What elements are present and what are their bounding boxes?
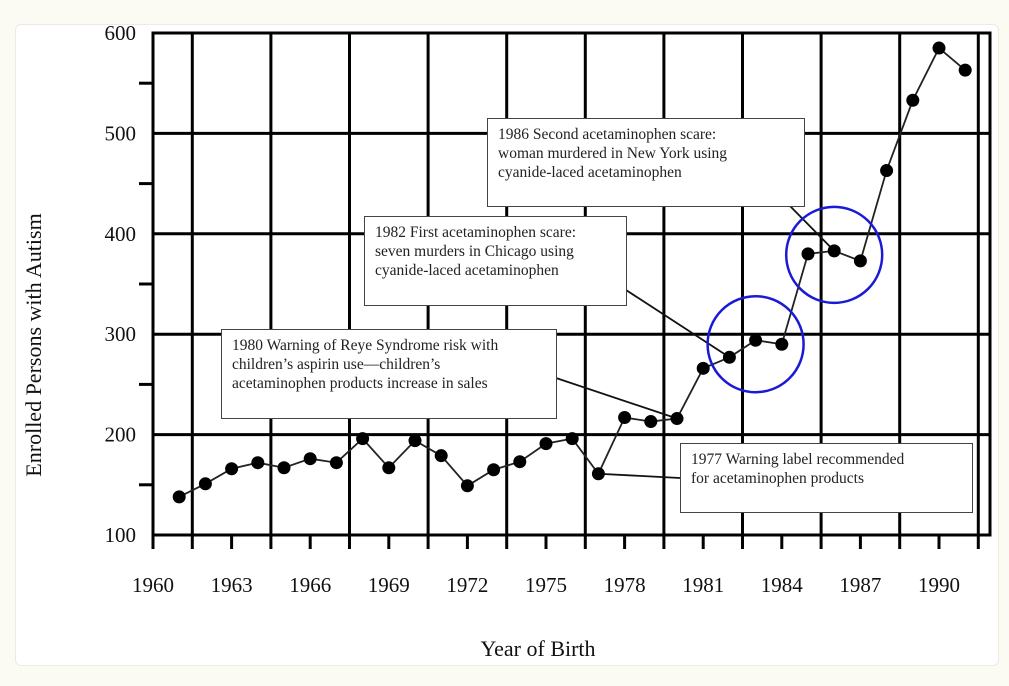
data-point <box>880 164 894 178</box>
annotation-leader-line <box>625 289 730 359</box>
x-tick-label: 1960 <box>132 573 174 597</box>
data-point <box>801 247 815 261</box>
data-point <box>487 463 501 477</box>
data-point <box>644 415 658 429</box>
annotation-line: acetaminophen products increase in sales <box>232 375 488 392</box>
annotation-1982: 1982 First acetaminophen scare: seven mu… <box>364 216 627 306</box>
data-point <box>749 333 763 347</box>
annotation-1977: 1977 Warning label recommended for aceta… <box>680 443 973 513</box>
annotation-leader-line <box>789 205 835 252</box>
data-point <box>460 479 474 493</box>
data-point <box>434 449 448 463</box>
annotation-line: 1982 First acetaminophen scare: <box>375 224 577 241</box>
x-tick-label: 1966 <box>289 573 331 597</box>
data-point <box>303 452 317 466</box>
data-point <box>618 411 632 425</box>
data-point <box>277 461 291 475</box>
y-tick-label: 500 <box>105 121 137 145</box>
x-tick-label: 1978 <box>604 573 646 597</box>
annotation-line: woman murdered in New York using <box>498 145 728 162</box>
y-tick-label: 100 <box>105 523 137 547</box>
data-point <box>932 41 946 55</box>
annotation-line: 1986 Second acetaminophen scare: <box>498 126 717 143</box>
data-point <box>670 412 684 426</box>
annotation-line: 1980 Warning of Reye Syndrome risk with <box>232 337 499 354</box>
data-point <box>591 467 605 481</box>
data-point <box>198 477 212 491</box>
x-tick-label: 1975 <box>525 573 567 597</box>
data-point <box>827 244 841 258</box>
y-tick-label: 600 <box>105 21 137 45</box>
data-point <box>225 462 239 476</box>
annotation-leader-line <box>555 377 678 420</box>
data-point <box>539 437 553 451</box>
x-tick-label: 1969 <box>368 573 410 597</box>
x-axis-label: Year of Birth <box>480 636 595 661</box>
data-point <box>382 461 396 475</box>
highlight-circle <box>784 205 884 305</box>
data-point <box>775 337 789 351</box>
y-axis-label: Enrolled Persons with Autism <box>21 213 46 476</box>
annotation-1986: 1986 Second acetaminophen scare: woman m… <box>487 118 805 207</box>
data-point <box>251 456 265 470</box>
data-point <box>329 456 343 470</box>
data-point <box>853 254 867 268</box>
x-tick-label: 1963 <box>211 573 253 597</box>
data-point <box>172 490 186 504</box>
annotation-line: children’s aspirin use—children’s <box>232 356 441 373</box>
data-point <box>722 350 736 364</box>
data-point <box>696 361 710 375</box>
y-tick-label: 200 <box>105 423 137 447</box>
annotation-line: 1977 Warning label recommended <box>691 451 905 468</box>
annotation-line: for acetaminophen products <box>691 470 865 487</box>
data-point <box>906 93 920 107</box>
x-tick-label: 1987 <box>839 573 881 597</box>
x-tick-label: 1990 <box>918 573 960 597</box>
x-tick-label: 1981 <box>682 573 724 597</box>
annotation-leader-line <box>598 472 681 479</box>
x-tick-label: 1972 <box>446 573 488 597</box>
highlight-circle <box>706 294 805 394</box>
annotation-line: seven murders in Chicago using <box>375 243 574 260</box>
x-tick-label: 1984 <box>761 573 804 597</box>
data-point <box>513 455 527 469</box>
data-point <box>565 432 579 446</box>
annotation-line: cyanide-laced acetaminophen <box>375 262 559 279</box>
y-tick-label: 400 <box>105 222 137 246</box>
data-point <box>408 434 422 448</box>
annotation-line: cyanide-laced acetaminophen <box>498 164 682 181</box>
data-point <box>958 63 972 77</box>
data-point <box>356 432 370 446</box>
y-tick-label: 300 <box>105 322 137 346</box>
annotation-1980: 1980 Warning of Reye Syndrome risk with … <box>221 329 557 419</box>
